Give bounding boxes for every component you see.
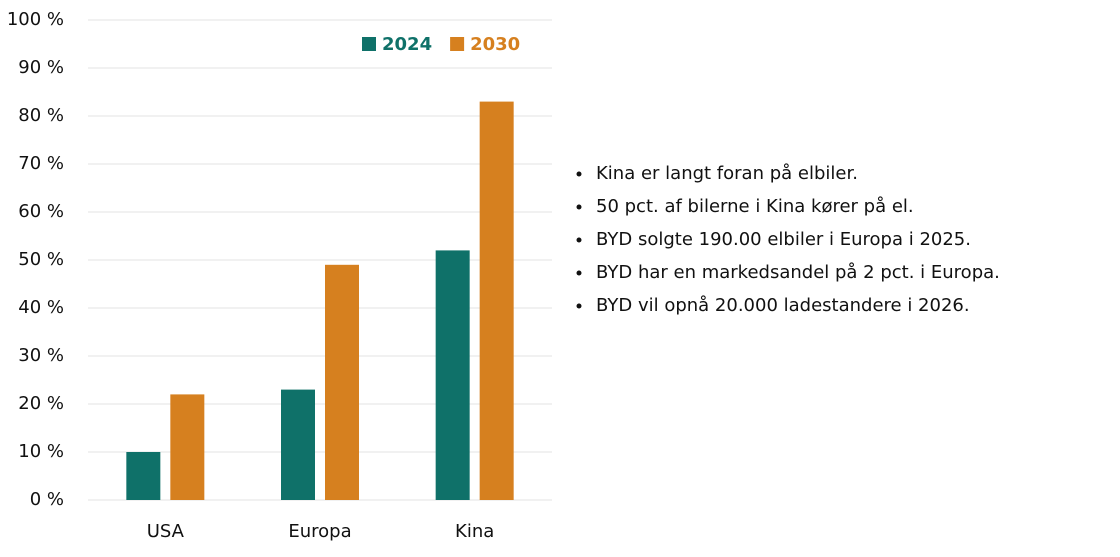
y-tick-label: 0 %	[30, 489, 64, 510]
note: BYD solgte 190.00 elbiler i Europa i 202…	[596, 229, 971, 250]
bar	[170, 394, 205, 500]
legend-label: 2024	[382, 34, 432, 55]
note: Kina er langt foran på elbiler.	[596, 163, 858, 184]
y-tick-label: 70 %	[18, 153, 64, 174]
y-tick-label: 100 %	[7, 9, 64, 30]
y-tick-label: 60 %	[18, 201, 64, 222]
y-tick-label: 20 %	[18, 393, 64, 414]
bullet	[576, 171, 582, 177]
note: BYD vil opnå 20.000 ladestandere i 2026.	[596, 295, 970, 316]
bullet	[576, 237, 582, 243]
bullet	[576, 270, 582, 276]
legend-swatch	[450, 37, 465, 51]
legend-swatch	[362, 37, 376, 51]
y-tick-label: 40 %	[18, 297, 64, 318]
y-tick-label: 30 %	[18, 345, 64, 366]
y-tick-label: 10 %	[18, 441, 64, 462]
x-tick-label: Kina	[455, 521, 494, 542]
x-tick-label: Europa	[288, 521, 351, 542]
note: 50 pct. af bilerne i Kina kører på el.	[596, 196, 914, 217]
y-tick-label: 90 %	[18, 57, 64, 78]
bullet	[576, 204, 582, 210]
bullet	[576, 303, 582, 309]
bar	[325, 264, 359, 500]
bar	[435, 250, 470, 500]
y-tick-label: 80 %	[18, 105, 64, 126]
note: BYD har en markedsandel på 2 pct. i Euro…	[596, 262, 1000, 283]
x-tick-label: USA	[147, 521, 185, 542]
bar	[126, 452, 161, 500]
y-tick-label: 50 %	[18, 249, 64, 270]
bar	[479, 101, 514, 500]
bar	[281, 389, 315, 500]
legend-label: 2030	[470, 34, 520, 55]
